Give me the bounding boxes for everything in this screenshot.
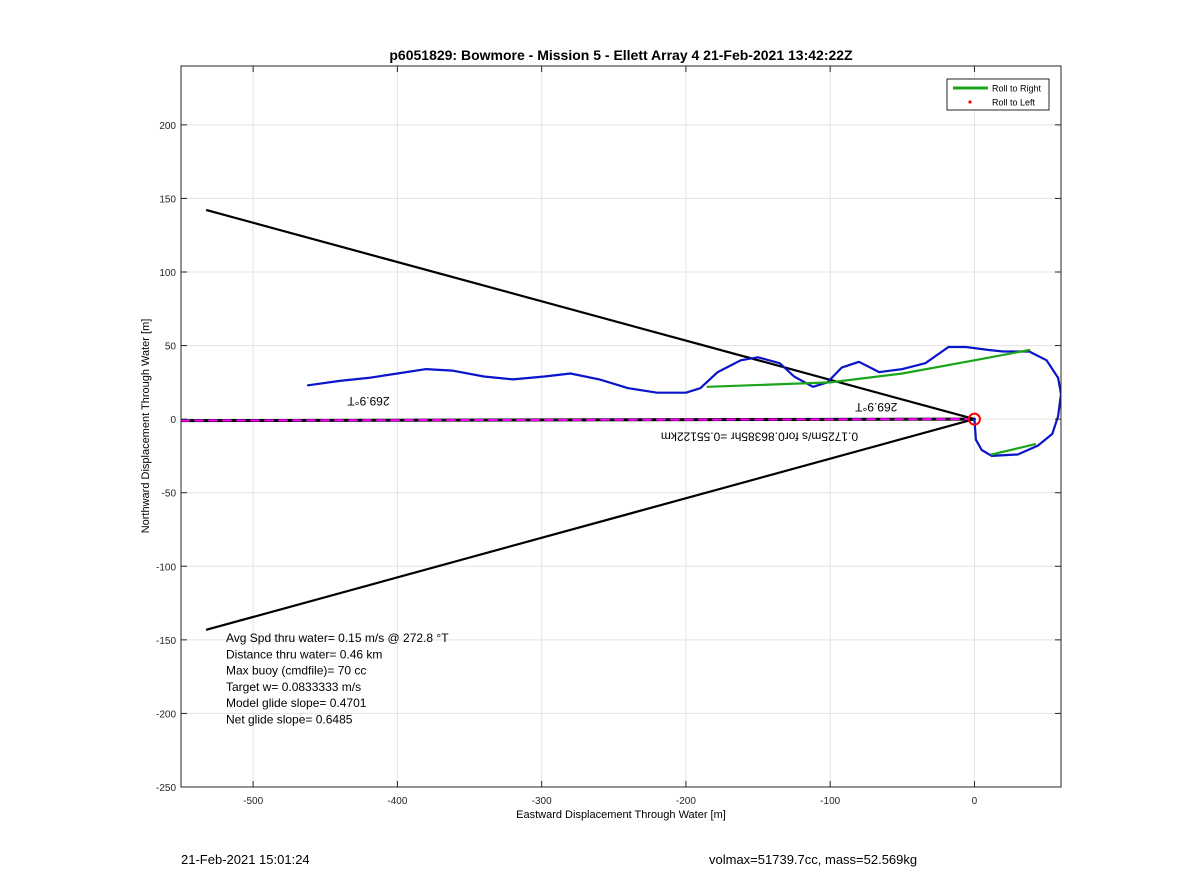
y-tick-label: 0: [170, 415, 176, 426]
data-lines: [181, 209, 1061, 631]
series-roll-right: [990, 443, 1037, 456]
y-tick-label: -250: [156, 783, 176, 794]
footer-timestamp: 21-Feb-2021 15:01:24: [181, 852, 310, 867]
legend-label: Roll to Right: [992, 84, 1042, 94]
plot-frame: [180, 65, 1062, 788]
stats-line: Net glide slope= 0.6485: [226, 713, 353, 727]
stats-text: Avg Spd thru water= 0.15 m/s @ 272.8 °T D…: [226, 631, 449, 727]
plot-area: [181, 66, 1061, 787]
y-tick-label: 100: [159, 268, 176, 279]
x-tick-label: -400: [387, 796, 407, 807]
stats-line: Max buoy (cmdfile)= 70 cc: [226, 664, 366, 678]
start-marker: [967, 412, 981, 426]
y-tick-label: -200: [156, 709, 176, 720]
heading-annotation: 0.1725m/s for0.86385hr =0.55122km: [661, 429, 858, 443]
legend-label: Roll to Left: [992, 98, 1036, 108]
y-tick-label: 150: [159, 194, 176, 205]
stats-line: Distance thru water= 0.46 km: [226, 647, 382, 661]
ticks: -500 -400 -300 -200 -100 0-250-200-150-100-50…: [156, 66, 1061, 807]
y-tick-label: -150: [156, 636, 176, 647]
y-tick-label: 200: [159, 121, 176, 132]
y-tick-label: 50: [165, 342, 177, 353]
legend-box: [946, 78, 1050, 111]
y-tick-label: -100: [156, 562, 176, 573]
x-tick-label: -100: [820, 796, 840, 807]
x-tick-label: 0: [972, 796, 978, 807]
series-cone-edge: [205, 209, 976, 421]
x-tick-label: -300: [532, 796, 552, 807]
y-tick-label: -50: [162, 489, 177, 500]
heading-annotation: 269.9°T: [855, 400, 898, 414]
chart-title: p6051829: Bowmore - Mission 5 - Ellett A…: [389, 47, 853, 63]
stats-line: Target w= 0.0833333 m/s: [226, 680, 361, 694]
footer-volmax-mass: volmax=51739.7cc, mass=52.569kg: [709, 852, 918, 867]
stats-line: Avg Spd thru water= 0.15 m/s @ 272.8 °T: [226, 631, 449, 645]
heading-annotation: 269.9°T: [347, 394, 390, 408]
x-axis-label: Eastward Displacement Through Water [m]: [516, 809, 726, 821]
legend: Roll to Right Roll to Left: [946, 78, 1050, 111]
x-tick-label: -200: [676, 796, 696, 807]
y-axis-label: Northward Displacement Through Water [m]: [140, 319, 152, 534]
legend-swatch-dot: [968, 100, 972, 104]
stats-line: Model glide slope= 0.4701: [226, 696, 367, 710]
x-tick-label: -500: [243, 796, 263, 807]
series-heading-line-dashed: [181, 418, 976, 422]
series-roll-right: [706, 348, 1031, 388]
annotations: 269.9°T 269.9°T 0.1725m/s for0.86385hr =0.…: [347, 394, 898, 443]
series-cone-edge: [205, 418, 976, 631]
